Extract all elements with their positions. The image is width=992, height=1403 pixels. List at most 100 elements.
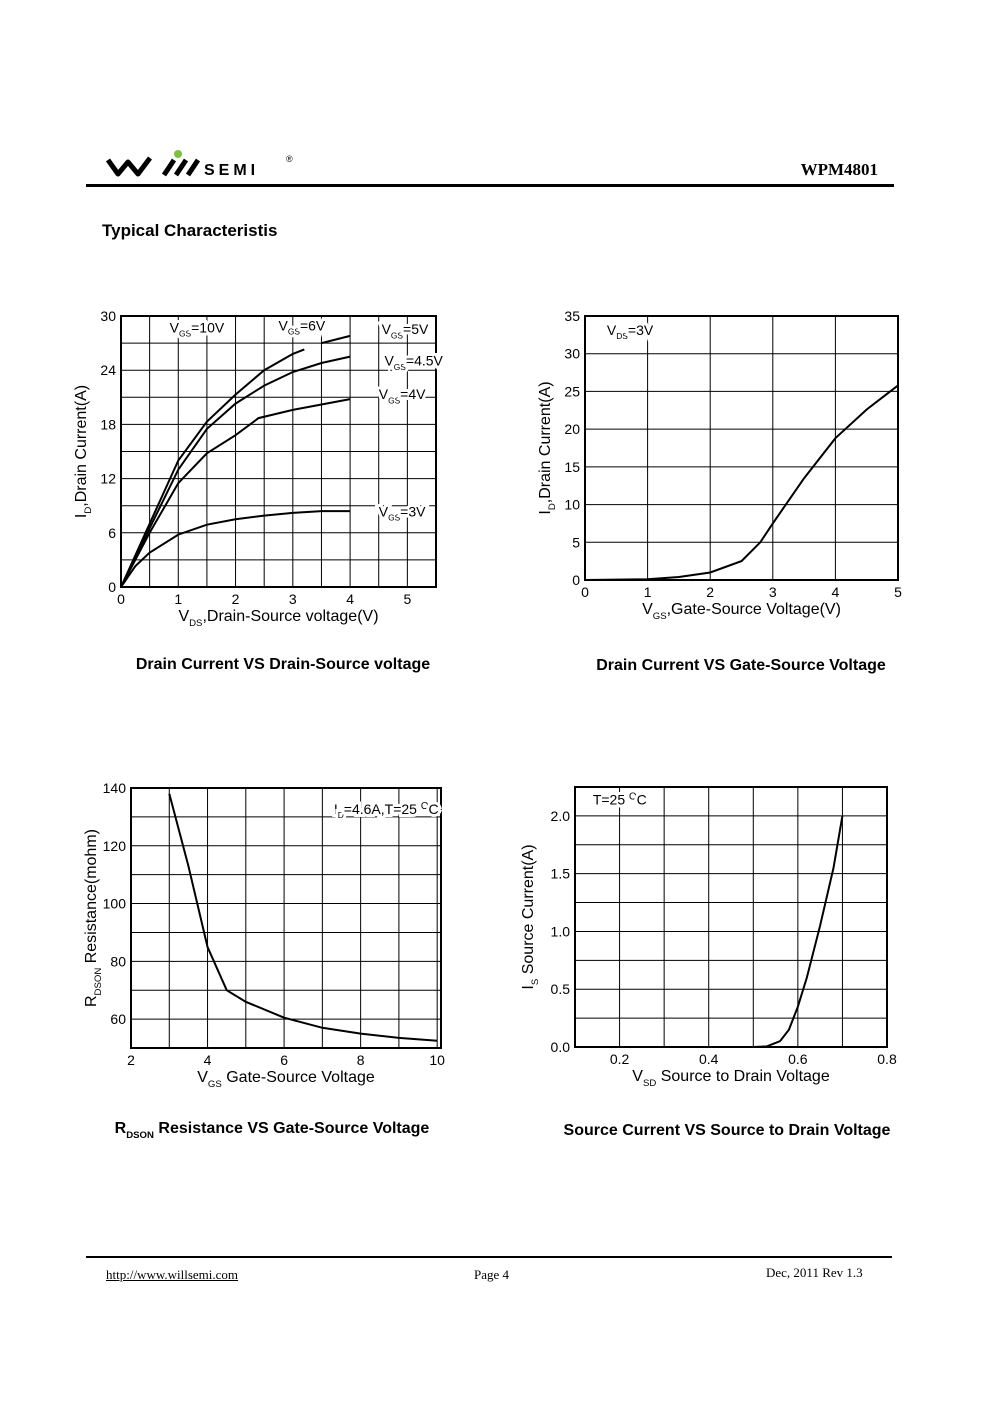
label-main: V — [607, 322, 617, 338]
x-tick-label: 6 — [280, 1052, 288, 1068]
y-tick-label: 60 — [110, 1011, 126, 1027]
annotation-label: VDS=3V — [607, 322, 654, 341]
x-tick-label: 0.2 — [610, 1051, 630, 1067]
label-main: V — [379, 386, 389, 402]
y-tick-label: 100 — [103, 896, 127, 912]
chart-3: 2 4 6 8 10 60 80 100 120 140 ID=4.6A,T=25 OC VGS Ga… — [83, 780, 445, 1141]
label-rest: Source Current(A) — [520, 844, 537, 978]
label-main: V — [382, 321, 392, 337]
footer-divider — [86, 1256, 892, 1258]
y-tick-label: 140 — [103, 780, 127, 796]
annotation-label: VGS=4V — [379, 386, 426, 405]
x-tick-label: 2 — [127, 1052, 135, 1068]
y-tick-label: 24 — [100, 362, 116, 378]
label-main: V — [178, 608, 189, 625]
y-tick-label: 15 — [564, 459, 580, 475]
label-main: I — [334, 801, 338, 817]
label-main: I — [520, 985, 537, 989]
label-main: T=25 — [593, 791, 629, 807]
label-main: I — [73, 514, 90, 518]
plot-frame — [120, 315, 437, 588]
y-tick-label: 0.0 — [551, 1039, 571, 1055]
chart-title: Drain Current VS Drain-Source voltage — [136, 656, 430, 673]
label-sub: DSON — [93, 968, 104, 996]
label-rest: =6V — [300, 317, 326, 333]
label-sup: O — [629, 791, 637, 802]
label-sub: GS — [391, 330, 404, 340]
label-sub: D — [83, 507, 94, 514]
label-sub: GS — [388, 395, 401, 405]
x-axis-label: VSD Source to Drain Voltage — [632, 1068, 830, 1089]
label-sub: DS — [189, 618, 202, 629]
label-main: V — [170, 319, 180, 335]
series-line-2 — [120, 355, 351, 588]
annotation-label: T=25 OC — [593, 791, 647, 807]
logo-mark-icon: SEMI ® — [105, 150, 293, 179]
label-sub: D — [547, 503, 558, 510]
chart-title: RDSON Resistance VS Gate-Source Voltage — [115, 1120, 430, 1141]
y-axis-label: ID,Drain Current(A) — [537, 381, 558, 514]
label-sup: O — [421, 801, 429, 812]
label-sub: S — [530, 979, 541, 985]
y-tick-label: 25 — [564, 383, 580, 399]
x-tick-label: 5 — [403, 591, 411, 607]
label-sub: DSON — [126, 1130, 154, 1141]
label-rest: ,Gate-Source Voltage(V) — [667, 601, 841, 618]
x-tick-label: 10 — [429, 1052, 445, 1068]
y-tick-label: 35 — [564, 308, 580, 324]
revision: Dec, 2011 Rev 1.3 — [766, 1265, 863, 1280]
x-tick-label: 1 — [644, 584, 652, 600]
series-line-1 — [321, 334, 351, 345]
y-tick-label: 1.0 — [551, 923, 571, 939]
y-tick-label: 1.5 — [551, 866, 571, 882]
x-tick-label: 0.4 — [699, 1051, 719, 1067]
label-main: R — [115, 1120, 127, 1137]
series-line-3 — [120, 398, 351, 588]
website-link[interactable]: http://www.willsemi.com — [106, 1267, 239, 1282]
label-main: V — [379, 504, 389, 520]
label-rest: Gate-Source Voltage — [222, 1069, 375, 1086]
y-tick-label: 20 — [564, 421, 580, 437]
plot-frame — [130, 787, 442, 1049]
y-axis-label: ID,Drain Current(A) — [73, 385, 94, 518]
x-tick-label: 0.8 — [877, 1051, 897, 1067]
label-sub: GS — [653, 611, 667, 622]
label-rest: ,Drain-Source voltage(V) — [202, 608, 378, 625]
header-divider — [86, 184, 894, 187]
x-tick-label: 3 — [289, 591, 297, 607]
x-tick-label: 0 — [581, 584, 589, 600]
page-number: Page 4 — [474, 1267, 510, 1282]
y-tick-label: 120 — [103, 838, 127, 854]
x-tick-label: 0.6 — [788, 1051, 808, 1067]
label-rest: Source to Drain Voltage — [656, 1068, 830, 1085]
annotation-label: VGS=6V — [279, 317, 326, 336]
label-rest: ,Drain Current(A) — [73, 385, 90, 507]
x-axis-label: VGS Gate-Source Voltage — [197, 1069, 375, 1090]
section-title: Typical Characteristis — [102, 221, 278, 240]
label-main: R — [83, 995, 100, 1007]
chart-2: 0 1 2 3 4 505101520253035VDS=3VVGS,Gate-Sourc… — [537, 308, 902, 674]
series-line-0 — [753, 815, 844, 1048]
chart-title: Source Current VS Source to Drain Voltag… — [564, 1122, 891, 1139]
label-main: I — [537, 510, 554, 514]
label-sub: GS — [394, 362, 407, 372]
y-tick-label: 2.0 — [551, 808, 571, 824]
annotation-label: ID=4.6A,T=25 OC — [334, 801, 439, 820]
part-number: WPM4801 — [800, 160, 878, 179]
x-axis-label: VGS,Gate-Source Voltage(V) — [642, 601, 841, 622]
y-tick-label: 80 — [110, 953, 126, 969]
label-rest: =3V — [400, 504, 426, 520]
label-rest: ,Drain Current(A) — [537, 381, 554, 503]
label-rest: =5V — [403, 321, 429, 337]
y-tick-label: 6 — [108, 525, 116, 541]
series-line-0 — [584, 384, 899, 581]
label-main: V — [279, 317, 289, 333]
x-tick-label: 2 — [706, 584, 714, 600]
series-line-4 — [120, 510, 351, 588]
label-sub: D — [338, 810, 344, 820]
label-tail: C — [428, 801, 438, 817]
x-tick-label: 0 — [117, 591, 125, 607]
